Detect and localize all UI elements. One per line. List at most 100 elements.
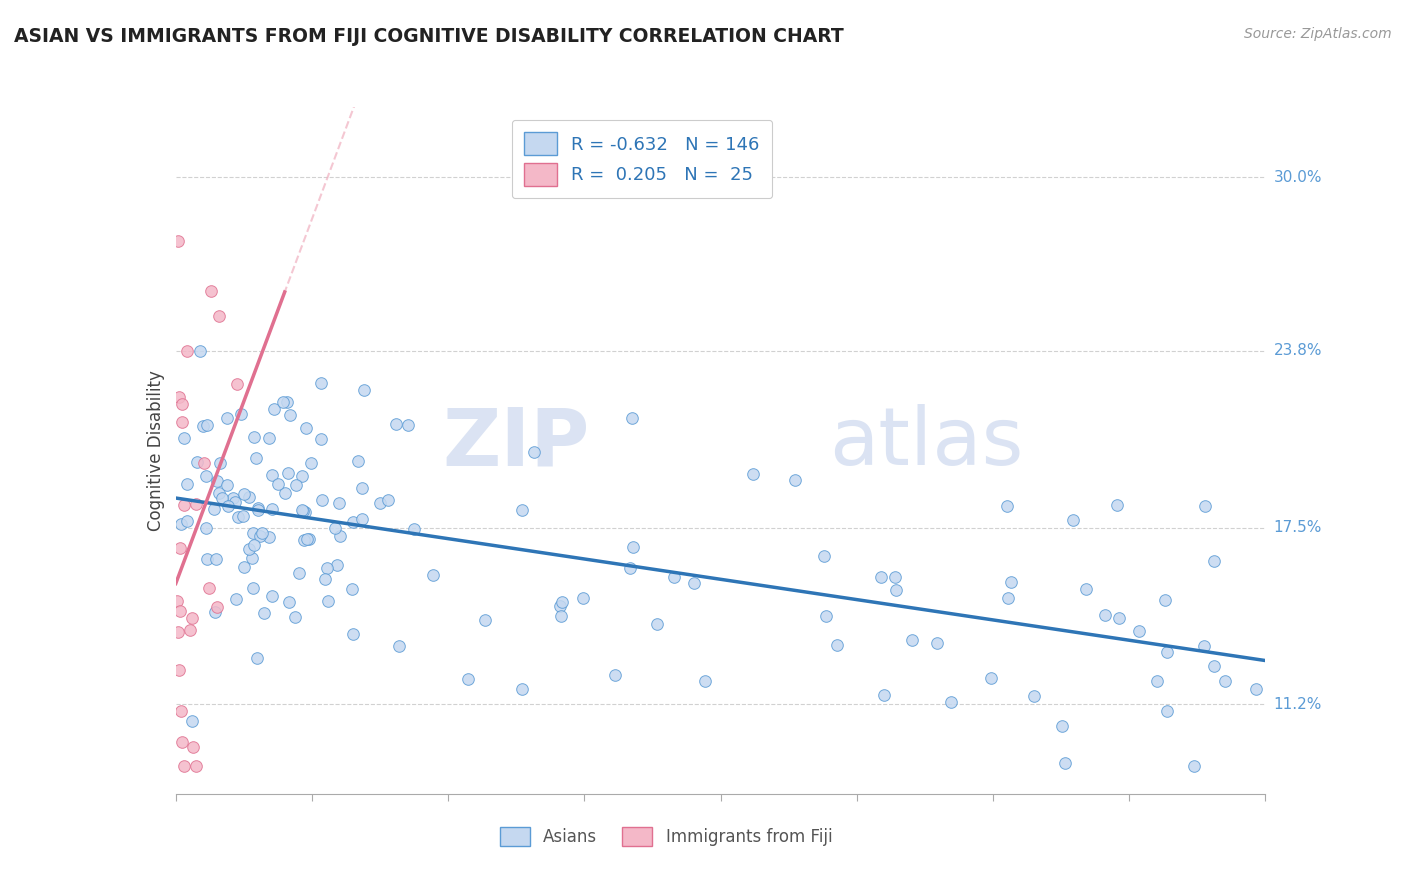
Point (188, 344, 211, 359)
Point (901, 633, 924, 648)
Point (457, 672, 479, 686)
Point (311, 493, 333, 508)
Point (284, 478, 307, 492)
Point (176, 344, 198, 359)
Point (287, 566, 309, 580)
Point (198, 581, 221, 595)
Point (186, 759, 208, 773)
Point (277, 466, 299, 480)
Point (927, 636, 949, 650)
Point (246, 503, 269, 517)
Point (167, 624, 190, 639)
Point (186, 497, 208, 511)
Point (245, 451, 267, 466)
Text: Source: ZipAtlas.com: Source: ZipAtlas.com (1244, 27, 1392, 41)
Point (170, 397, 193, 411)
Point (385, 417, 408, 431)
Point (284, 610, 307, 624)
Point (247, 501, 270, 516)
Point (217, 410, 239, 425)
Y-axis label: Cognitive Disability: Cognitive Disability (146, 370, 165, 531)
Point (211, 491, 233, 505)
Legend: Asians, Immigrants from Fiji: Asians, Immigrants from Fiji (492, 818, 841, 855)
Point (1192, 639, 1215, 653)
Point (995, 499, 1018, 513)
Point (167, 390, 190, 404)
Point (193, 457, 215, 471)
Point (1105, 498, 1128, 512)
Point (242, 538, 264, 552)
Point (224, 495, 246, 509)
Point (884, 582, 907, 597)
Point (173, 498, 195, 512)
Point (222, 491, 245, 505)
Point (1213, 673, 1236, 688)
Point (167, 234, 190, 248)
Point (1153, 592, 1175, 607)
Point (997, 591, 1019, 606)
Point (226, 510, 249, 524)
Point (208, 486, 231, 500)
Point (510, 681, 533, 696)
Point (166, 593, 188, 607)
Point (870, 570, 893, 584)
Point (813, 549, 835, 563)
Point (246, 650, 269, 665)
Point (257, 530, 280, 544)
Point (1194, 499, 1216, 513)
Text: 30.0%: 30.0% (1274, 169, 1322, 185)
Point (217, 500, 239, 514)
Point (257, 431, 280, 445)
Point (605, 668, 627, 682)
Point (233, 487, 256, 501)
Text: 23.8%: 23.8% (1274, 343, 1322, 359)
Point (181, 739, 204, 754)
Point (243, 430, 266, 444)
Point (209, 456, 232, 470)
Point (205, 551, 228, 566)
Point (267, 477, 290, 491)
Point (299, 457, 322, 471)
Point (783, 473, 806, 487)
Point (980, 671, 1002, 685)
Point (180, 714, 202, 728)
Point (1156, 705, 1178, 719)
Point (295, 421, 318, 435)
Point (242, 525, 264, 540)
Point (873, 689, 896, 703)
Point (326, 558, 349, 573)
Point (249, 529, 271, 543)
Point (388, 640, 411, 654)
Point (1146, 673, 1168, 688)
Point (291, 503, 314, 517)
Point (1074, 582, 1097, 596)
Point (309, 376, 332, 391)
Point (742, 467, 765, 481)
Point (347, 454, 370, 468)
Point (368, 496, 391, 510)
Point (208, 310, 231, 324)
Point (170, 704, 193, 718)
Point (191, 419, 214, 434)
Point (186, 454, 208, 468)
Point (231, 408, 253, 422)
Point (232, 559, 254, 574)
Point (202, 502, 225, 516)
Point (619, 561, 641, 575)
Point (550, 608, 572, 623)
Point (294, 505, 316, 519)
Point (884, 570, 907, 584)
Point (170, 516, 193, 531)
Point (291, 468, 314, 483)
Point (693, 673, 716, 688)
Point (225, 592, 247, 607)
Point (194, 521, 217, 535)
Point (550, 599, 572, 614)
Point (328, 496, 350, 510)
Point (621, 540, 644, 554)
Point (169, 541, 191, 556)
Point (176, 477, 198, 491)
Point (1094, 607, 1116, 622)
Point (292, 504, 315, 518)
Point (169, 663, 191, 677)
